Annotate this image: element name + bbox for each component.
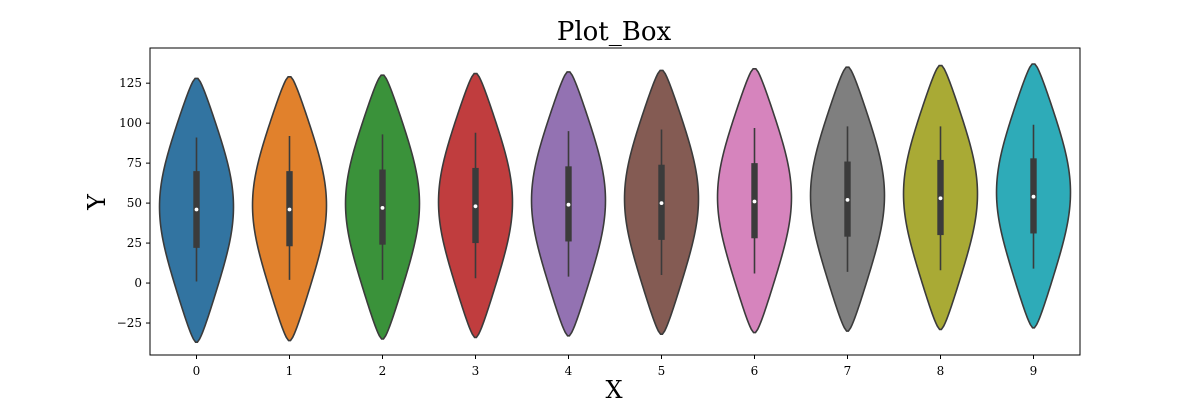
x-tick-label: 6 xyxy=(751,364,759,378)
y-tick-label: 25 xyxy=(127,236,142,250)
violin-median-point xyxy=(566,202,571,207)
violins xyxy=(158,63,1072,344)
violin-median-point xyxy=(938,196,943,201)
x-tick-label: 5 xyxy=(658,364,666,378)
violin-median-point xyxy=(473,204,478,209)
y-tick-label: −25 xyxy=(117,316,142,330)
x-axis-label: X xyxy=(605,376,622,400)
violin-median-point xyxy=(380,205,385,210)
x-tick-label: 0 xyxy=(193,364,201,378)
violin-6 xyxy=(716,67,793,334)
x-tick-label: 9 xyxy=(1030,364,1038,378)
y-tick-label: 0 xyxy=(134,276,142,290)
violin-7 xyxy=(809,66,886,332)
violin-3 xyxy=(437,72,514,339)
violin-median-point xyxy=(194,207,199,212)
x-tick-label: 2 xyxy=(379,364,387,378)
plot-frame xyxy=(149,47,1081,356)
y-axis-label: Y xyxy=(83,193,111,211)
chart-title: Plot_Box xyxy=(557,17,672,47)
x-axis: 0 1 2 3 4 5 6 7 8 9 xyxy=(193,355,1038,378)
violin-median-point xyxy=(752,199,757,204)
violin-median-point xyxy=(659,201,664,205)
y-axis: −25 0 25 50 75 100 125 xyxy=(117,76,150,330)
x-tick-label: 1 xyxy=(286,364,294,378)
violin-median-point xyxy=(845,198,850,202)
y-tick-label: 125 xyxy=(119,76,142,90)
x-tick-label: 7 xyxy=(844,364,852,378)
violin-0 xyxy=(158,77,235,344)
violin-9 xyxy=(995,63,1072,329)
x-tick-label: 4 xyxy=(565,364,573,378)
violin-8 xyxy=(902,64,979,331)
violin-1 xyxy=(251,75,328,342)
violin-median-point xyxy=(1031,194,1036,199)
x-tick-label: 3 xyxy=(472,364,480,378)
violin-2 xyxy=(344,74,421,340)
y-tick-label: 75 xyxy=(127,156,142,170)
violin-4 xyxy=(530,71,607,337)
x-tick-label: 8 xyxy=(937,364,945,378)
violin-5 xyxy=(623,69,700,336)
y-tick-label: 50 xyxy=(127,196,142,210)
violin-median-point xyxy=(287,207,292,212)
y-tick-label: 100 xyxy=(119,116,142,130)
